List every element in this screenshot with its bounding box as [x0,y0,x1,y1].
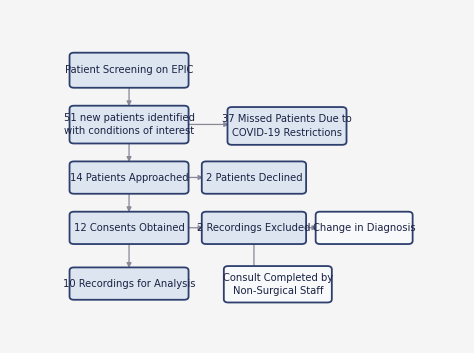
FancyBboxPatch shape [224,266,332,303]
Text: 37 Missed Patients Due to
COVID-19 Restrictions: 37 Missed Patients Due to COVID-19 Restr… [222,114,352,138]
Text: Patient Screening on EPIC: Patient Screening on EPIC [65,65,193,75]
FancyBboxPatch shape [202,212,306,244]
FancyBboxPatch shape [70,268,189,300]
Text: 12 Consents Obtained: 12 Consents Obtained [73,223,184,233]
Text: 2 Patients Declined: 2 Patients Declined [206,173,302,183]
FancyBboxPatch shape [70,212,189,244]
FancyBboxPatch shape [70,161,189,194]
Text: 51 new patients identified
with conditions of interest: 51 new patients identified with conditio… [64,113,194,136]
Text: Change in Diagnosis: Change in Diagnosis [313,223,416,233]
Text: Consult Completed by
Non-Surgical Staff: Consult Completed by Non-Surgical Staff [223,273,333,296]
FancyBboxPatch shape [316,212,413,244]
FancyBboxPatch shape [202,161,306,194]
Text: 2 Recordings Excluded: 2 Recordings Excluded [197,223,310,233]
Text: 14 Patients Approached: 14 Patients Approached [70,173,188,183]
Text: 10 Recordings for Analysis: 10 Recordings for Analysis [63,279,195,289]
FancyBboxPatch shape [228,107,346,145]
FancyBboxPatch shape [70,53,189,88]
FancyBboxPatch shape [70,106,189,143]
